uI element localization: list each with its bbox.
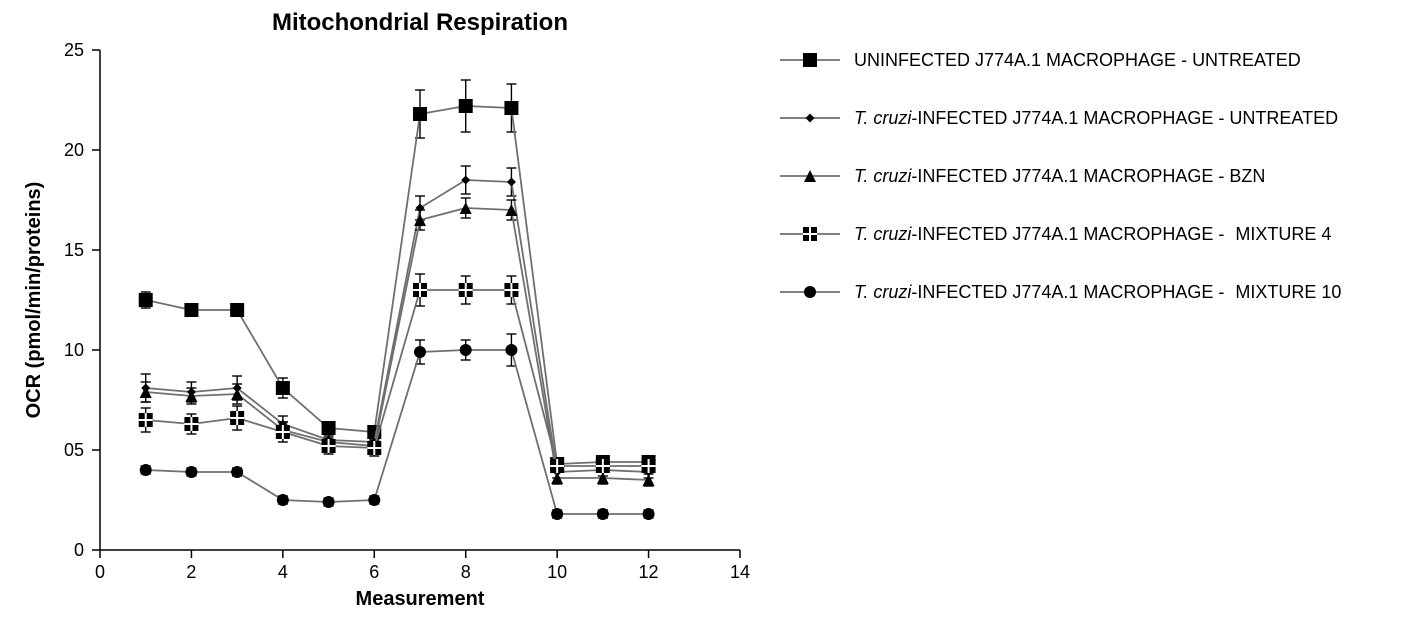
x-tick-label: 0 <box>95 562 105 582</box>
marker-square <box>139 293 153 307</box>
marker-square <box>184 303 198 317</box>
y-tick-label: 25 <box>64 40 84 60</box>
y-tick-label: 10 <box>64 340 84 360</box>
legend-entry-infected_untreated: T. cruzi-INFECTED J774A.1 MACROPHAGE - U… <box>780 108 1338 128</box>
legend-entry-uninfected_untreated: UNINFECTED J774A.1 MACROPHAGE - UNTREATE… <box>780 50 1301 70</box>
legend-entry-infected_bzn: T. cruzi-INFECTED J774A.1 MACROPHAGE - B… <box>780 166 1265 186</box>
x-tick-label: 14 <box>730 562 750 582</box>
y-tick-label: 05 <box>64 440 84 460</box>
marker-circle <box>140 464 152 476</box>
marker-circle <box>185 466 197 478</box>
marker-circle <box>414 346 426 358</box>
series-uninfected_untreated <box>139 80 656 471</box>
x-tick-label: 4 <box>278 562 288 582</box>
series-infected_mix4 <box>139 274 656 473</box>
marker-circle <box>551 508 563 520</box>
legend-label: T. cruzi-INFECTED J774A.1 MACROPHAGE - M… <box>854 224 1331 244</box>
series-infected_mix10 <box>140 334 655 520</box>
marker-square <box>459 99 473 113</box>
marker-square <box>230 303 244 317</box>
marker-circle <box>323 496 335 508</box>
marker-square <box>803 53 817 67</box>
series-line <box>146 208 649 480</box>
legend-entry-infected_mix4: T. cruzi-INFECTED J774A.1 MACROPHAGE - M… <box>780 224 1331 244</box>
x-tick-label: 12 <box>639 562 659 582</box>
x-tick-label: 8 <box>461 562 471 582</box>
marker-circle <box>460 344 472 356</box>
legend-label: UNINFECTED J774A.1 MACROPHAGE - UNTREATE… <box>854 50 1301 70</box>
marker-diamond <box>461 176 470 185</box>
legend-label: T. cruzi-INFECTED J774A.1 MACROPHAGE - B… <box>854 166 1265 186</box>
marker-diamond <box>507 178 516 187</box>
y-tick-label: 20 <box>64 140 84 160</box>
y-axis-label: OCR (pmol/min/proteins) <box>23 182 45 419</box>
chart-container: Mitochondrial Respiration 0 2 4 6 8 10 12 14 0 05 1… <box>0 0 1418 620</box>
series-infected_bzn <box>140 198 655 486</box>
marker-circle <box>804 286 816 298</box>
marker-square <box>504 101 518 115</box>
x-tick-label: 6 <box>369 562 379 582</box>
marker-circle <box>368 494 380 506</box>
chart-title: Mitochondrial Respiration <box>272 9 568 36</box>
marker-square <box>413 107 427 121</box>
x-tick-label: 10 <box>547 562 567 582</box>
marker-circle <box>597 508 609 520</box>
legend-label: T. cruzi-INFECTED J774A.1 MACROPHAGE - M… <box>854 282 1341 302</box>
marker-square <box>322 421 336 435</box>
legend-label: T. cruzi-INFECTED J774A.1 MACROPHAGE - U… <box>854 108 1338 128</box>
x-tick-label: 2 <box>186 562 196 582</box>
marker-circle <box>643 508 655 520</box>
series-infected_untreated <box>141 166 654 478</box>
mitochondrial-respiration-chart: Mitochondrial Respiration 0 2 4 6 8 10 12 14 0 05 1… <box>0 0 1418 620</box>
marker-square <box>276 381 290 395</box>
series-line <box>146 290 649 466</box>
marker-circle <box>505 344 517 356</box>
legend-entry-infected_mix10: T. cruzi-INFECTED J774A.1 MACROPHAGE - M… <box>780 282 1341 302</box>
series-line <box>146 350 649 514</box>
x-axis-label: Measurement <box>356 588 485 610</box>
y-tick-label: 15 <box>64 240 84 260</box>
marker-circle <box>277 494 289 506</box>
marker-circle <box>231 466 243 478</box>
y-tick-label: 0 <box>74 540 84 560</box>
marker-diamond <box>806 114 815 123</box>
series-line <box>146 106 649 464</box>
